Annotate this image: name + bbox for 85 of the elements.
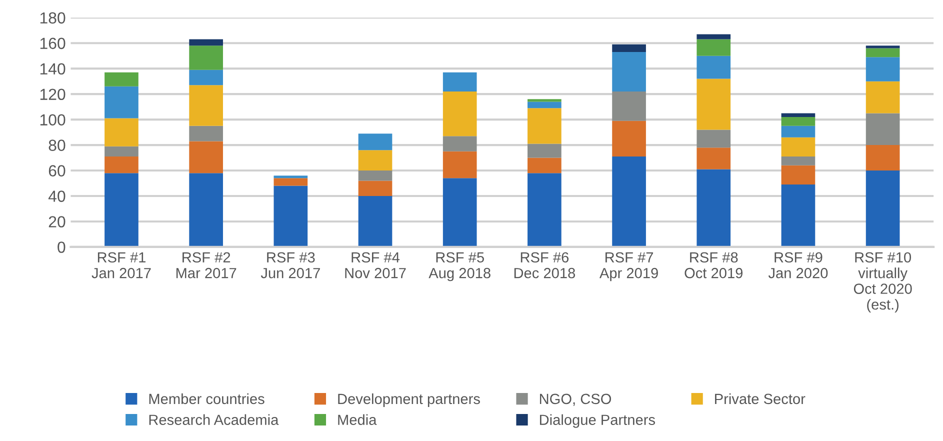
bar (866, 48, 900, 58)
bar (104, 86, 138, 118)
bar (696, 148, 731, 170)
bar (104, 118, 138, 146)
x-tick-label: RSF #10 virtually Oct 2020 (est.) (854, 252, 912, 313)
bar (442, 178, 477, 247)
bar (189, 141, 223, 174)
bar (274, 178, 308, 186)
bar (528, 99, 562, 102)
bar (274, 186, 308, 247)
bar (781, 113, 816, 118)
y-tick-label: 160 (40, 38, 66, 50)
bar (696, 34, 731, 40)
y-tick-label: 120 (40, 88, 66, 100)
bar (189, 173, 223, 247)
legend-label: NGO, CSO (540, 394, 612, 406)
bar (189, 39, 223, 46)
bar (358, 150, 392, 171)
x-tick-label: RSF #5 Aug 2018 (428, 252, 490, 282)
bar (866, 145, 900, 171)
bar (189, 85, 223, 126)
bar (528, 173, 562, 247)
x-tick-label: RSF #8 Oct 2019 (684, 252, 743, 278)
x-tick-label: RSF #3 Jun 2017 (260, 252, 320, 278)
bar (781, 137, 816, 157)
bar (612, 92, 646, 121)
bar (104, 72, 138, 86)
bar (612, 120, 646, 157)
bar (612, 156, 646, 247)
y-tick-label: 180 (40, 12, 66, 24)
bar (866, 81, 900, 114)
bar (442, 151, 477, 178)
x-tick-label: RSF #2 Mar 2017 (176, 252, 236, 278)
legend-label: Research Academia (149, 414, 279, 425)
bar (696, 169, 731, 247)
bar (866, 170, 900, 247)
bar (528, 108, 562, 144)
bar (781, 126, 816, 138)
x-tick-label: RSF #4 Nov 2017 (345, 252, 406, 278)
bar (781, 156, 816, 166)
bar (189, 70, 223, 86)
bar (442, 92, 477, 136)
bar (104, 146, 138, 157)
x-tick-label: RSF #9 Jan 2020 (768, 252, 828, 278)
y-tick-label: 80 (48, 140, 66, 151)
legend-label: Development partners (338, 393, 480, 407)
bar (358, 170, 392, 181)
bar (696, 39, 731, 56)
y-tick-label: 140 (40, 63, 66, 75)
bar (274, 176, 308, 178)
bar (189, 126, 223, 142)
legend-label: Member countries (149, 393, 264, 404)
bar (189, 46, 223, 70)
bar (781, 184, 816, 247)
bar (612, 52, 646, 92)
bar (528, 144, 562, 158)
x-tick-label: RSF #1 Jan 2017 (92, 252, 151, 278)
bar (104, 173, 138, 247)
bar (358, 134, 392, 150)
bar (442, 136, 477, 152)
bar (104, 156, 138, 174)
y-tick-label: 100 (40, 114, 66, 126)
bar (612, 44, 646, 52)
bar (696, 56, 731, 79)
bar (528, 158, 562, 174)
bar (866, 46, 900, 48)
bar (442, 72, 477, 92)
bar (781, 165, 816, 185)
y-tick-label: 20 (48, 216, 66, 228)
bar (358, 196, 392, 247)
legend-label: Private Sector (715, 393, 806, 404)
bar (696, 78, 731, 130)
y-tick-label: 60 (48, 165, 66, 176)
x-tick-label: RSF #6 Dec 2018 (514, 252, 576, 278)
legend-label: Media (338, 414, 377, 425)
y-tick-label: 0 (58, 242, 66, 253)
bar (866, 113, 900, 146)
bar (528, 102, 562, 108)
bar (696, 130, 731, 148)
bar (866, 57, 900, 82)
x-tick-label: RSF #7 Apr 2019 (599, 252, 658, 282)
legend-label: Dialogue Partners (540, 414, 655, 428)
bar (781, 117, 816, 126)
y-tick-label: 40 (48, 190, 66, 202)
bar (358, 180, 392, 196)
